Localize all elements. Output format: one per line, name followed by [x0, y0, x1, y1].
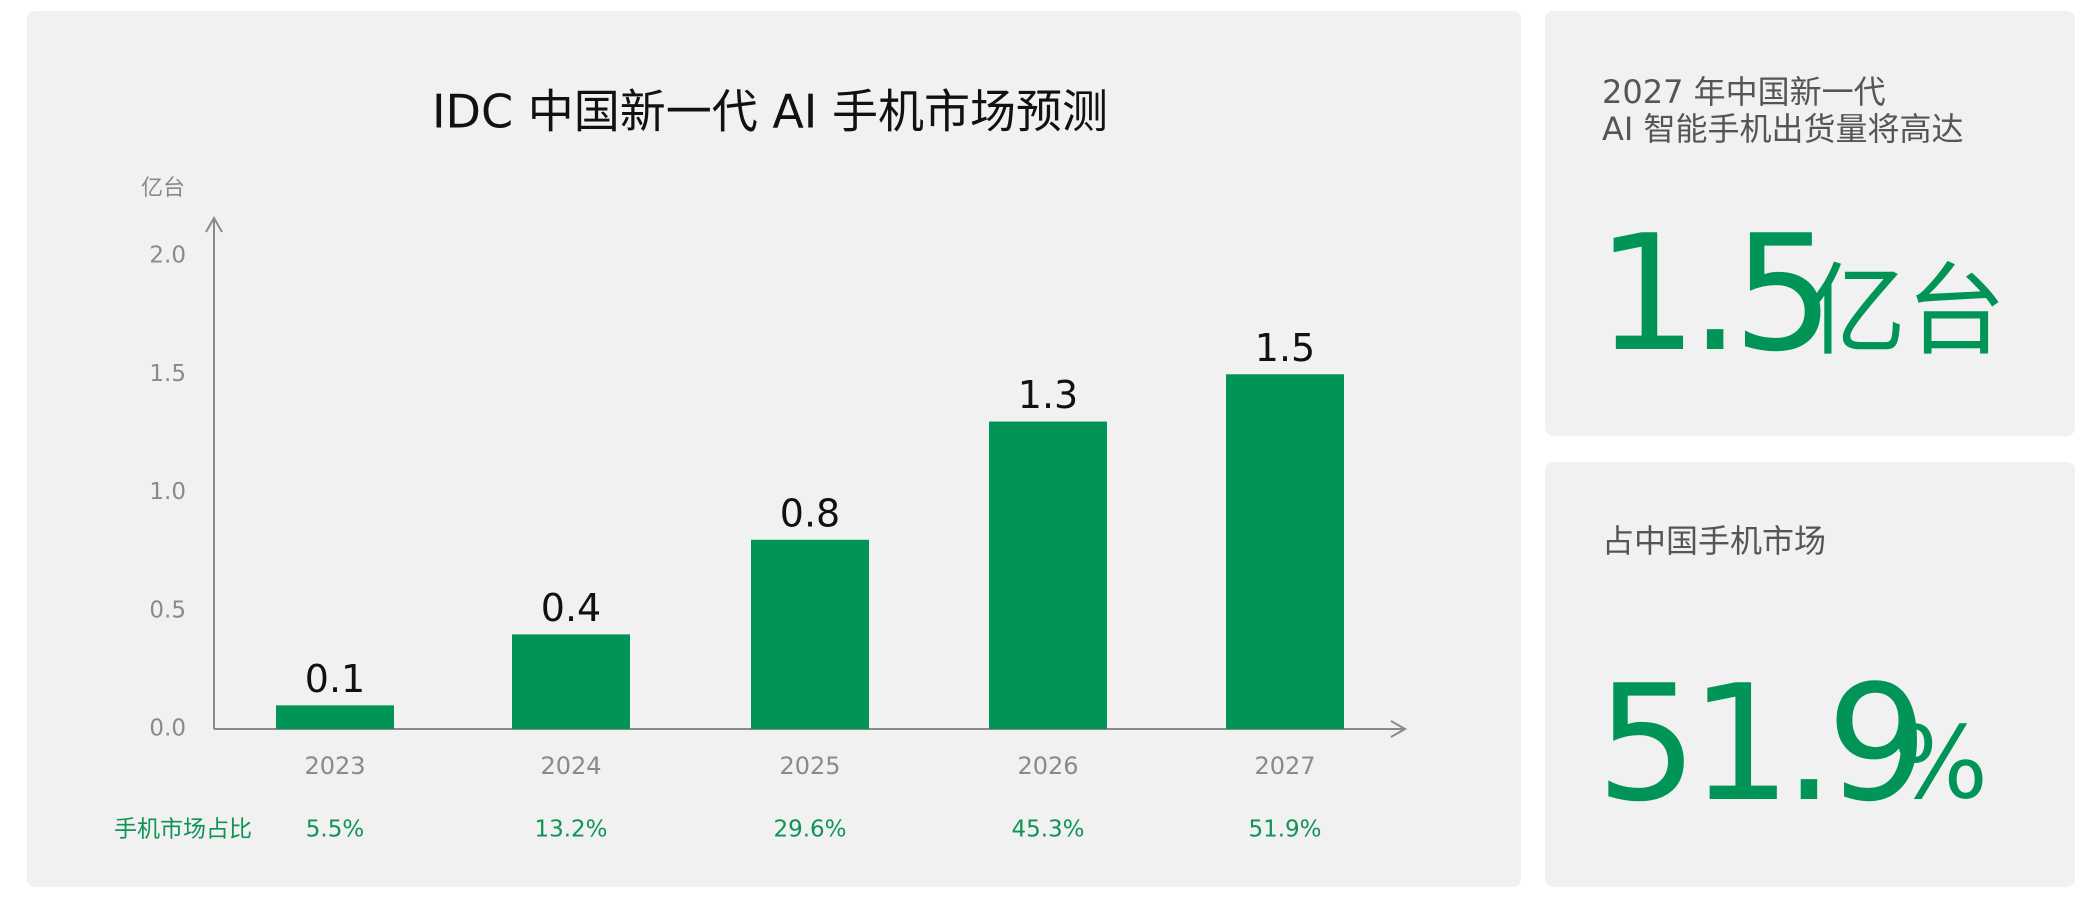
card-title: AI 智能手机出货量将高达	[1602, 110, 1964, 148]
y-tick-label: 0.5	[149, 597, 186, 623]
chart-panel	[27, 11, 1521, 887]
y-tick-label: 0.0	[149, 716, 186, 742]
bar	[276, 705, 394, 729]
card-unit: 亿台	[1806, 252, 2006, 369]
bar	[512, 634, 630, 729]
y-tick-label: 2.0	[149, 243, 186, 269]
data-label: 0.1	[305, 657, 365, 701]
x-tick-label: 2025	[779, 752, 840, 780]
share-label: 29.6%	[773, 817, 846, 843]
x-tick-label: 2027	[1254, 752, 1315, 780]
card-title: 占中国手机市场	[1602, 522, 1826, 560]
y-tick-label: 1.0	[149, 479, 186, 505]
bar	[1226, 374, 1344, 729]
share-label: 51.9%	[1248, 817, 1321, 843]
card-title: 2027 年中国新一代	[1602, 73, 1886, 111]
share-label: 13.2%	[534, 817, 607, 843]
data-label: 0.4	[541, 586, 601, 630]
data-label: 1.3	[1018, 373, 1078, 417]
share-label: 45.3%	[1011, 817, 1084, 843]
card-value: 1.5	[1596, 200, 1826, 387]
card	[1545, 462, 2075, 887]
data-label: 1.5	[1255, 326, 1315, 370]
bar	[989, 421, 1107, 729]
data-label: 0.8	[780, 491, 840, 535]
x-tick-label: 2024	[540, 752, 601, 780]
x-tick-label: 2026	[1017, 752, 1078, 780]
card-unit: %	[1893, 704, 1988, 821]
bar	[751, 539, 869, 729]
y-tick-label: 1.5	[149, 361, 186, 387]
x-tick-label: 2023	[304, 752, 365, 780]
card-value: 51.9	[1596, 650, 1920, 837]
y-axis-unit: 亿台	[141, 176, 185, 201]
card	[1545, 11, 2075, 436]
chart-title: IDC 中国新一代 AI 手机市场预测	[432, 85, 1108, 139]
share-label: 5.5%	[306, 817, 364, 843]
share-row-label: 手机市场占比	[114, 817, 252, 843]
